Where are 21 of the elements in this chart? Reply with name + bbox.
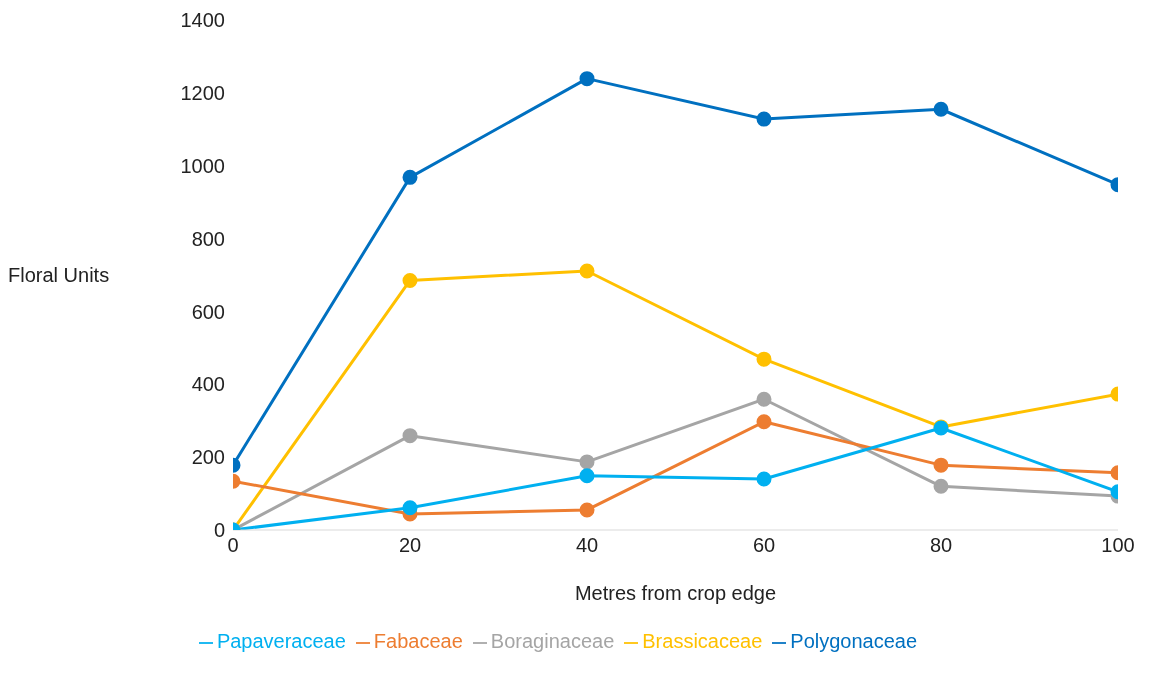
legend-label: Fabaceae — [373, 630, 463, 652]
y-axis-title: Floral Units — [8, 264, 110, 287]
x-tick-label: 20 — [398, 534, 422, 557]
y-tick-label: 800 — [191, 227, 225, 250]
y-tick-label: 600 — [191, 300, 225, 323]
legend-label: Polygonaceae — [790, 630, 918, 652]
legend-label: Boraginaceae — [490, 630, 615, 652]
y-tick-label: 0 — [213, 519, 225, 542]
x-tick-label: 60 — [752, 534, 776, 557]
x-tick-label: 0 — [227, 534, 239, 557]
legend-label: Brassicaceae — [642, 630, 763, 652]
x-axis-title: Metres from crop edge — [574, 582, 777, 604]
x-tick-label: 80 — [929, 534, 953, 557]
y-tick-label: 1400 — [180, 9, 225, 32]
y-tick-label: 200 — [191, 446, 225, 469]
x-tick-label: 100 — [1101, 534, 1135, 557]
y-tick-label: 1200 — [180, 81, 225, 104]
y-tick-label: 400 — [191, 373, 225, 396]
y-tick-label: 1000 — [180, 154, 225, 177]
legend-label: Papaveraceae — [216, 630, 346, 652]
x-tick-label: 40 — [575, 534, 599, 557]
